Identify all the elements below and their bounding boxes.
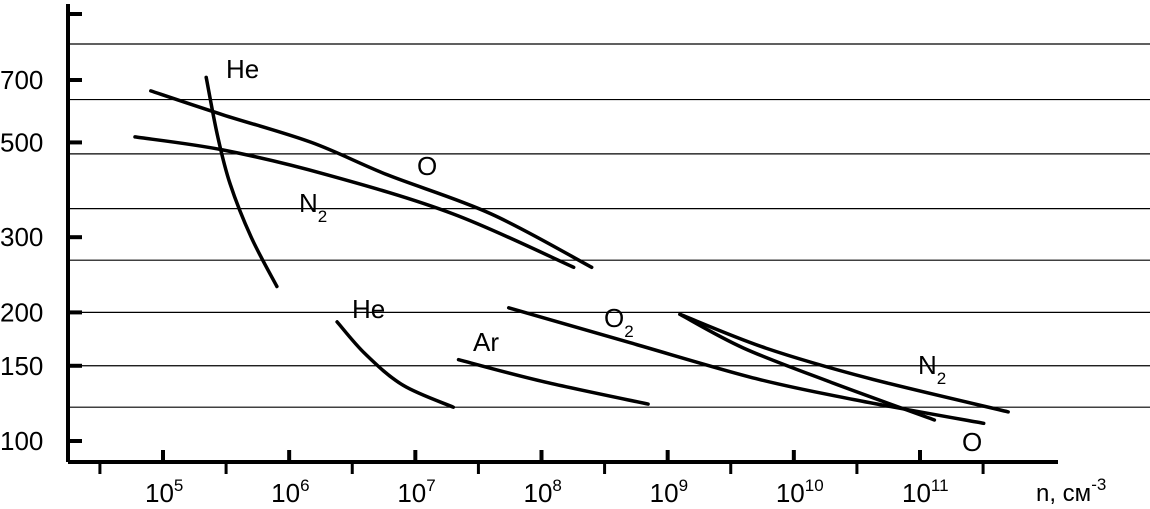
x-tick-label: 107 xyxy=(397,476,435,508)
y-tick-label: 200 xyxy=(0,297,43,327)
ticks: 100 150 200 300 500 700 105 106 107 108 109 1010 101… xyxy=(0,65,985,508)
series-he-3 xyxy=(335,320,456,409)
curve-label: N2 xyxy=(918,350,946,388)
y-tick-label: 300 xyxy=(0,222,43,252)
curve-label: O xyxy=(962,427,982,457)
series-ar-4 xyxy=(456,357,650,406)
curve-label: He xyxy=(226,54,259,84)
y-tick-label: 700 xyxy=(0,65,43,95)
curve-labels: He O N2 He Ar O2 N2 O xyxy=(226,54,982,457)
x-axis-title-exponent: -3 xyxy=(1091,475,1106,494)
grid xyxy=(68,43,1150,408)
series-o-1 xyxy=(149,89,594,270)
x-tick-label: 1010 xyxy=(776,476,824,508)
curve-label: He xyxy=(352,294,385,324)
series-n2-2 xyxy=(133,135,576,270)
x-tick-label: 1011 xyxy=(902,476,949,508)
x-tick-label: 108 xyxy=(524,476,562,508)
series-n2-6 xyxy=(678,312,1010,414)
y-tick-label: 150 xyxy=(0,351,43,381)
curve-label: O2 xyxy=(604,303,634,341)
x-tick-label: 106 xyxy=(271,476,309,508)
x-tick-label: 109 xyxy=(650,476,688,508)
curve-label: N2 xyxy=(299,188,327,226)
x-tick-label: 105 xyxy=(145,476,183,508)
y-tick-label: 100 xyxy=(0,426,43,456)
series-he-0 xyxy=(204,75,279,289)
curve-label: O xyxy=(417,151,437,181)
series-o-7 xyxy=(678,312,937,422)
x-axis-title-text: n, см xyxy=(1036,480,1091,507)
y-tick-label: 500 xyxy=(0,127,43,157)
x-axis-title: n, см-3 xyxy=(1036,475,1106,507)
curve-label: Ar xyxy=(473,327,499,357)
axes xyxy=(66,4,1058,464)
series xyxy=(133,75,1010,426)
